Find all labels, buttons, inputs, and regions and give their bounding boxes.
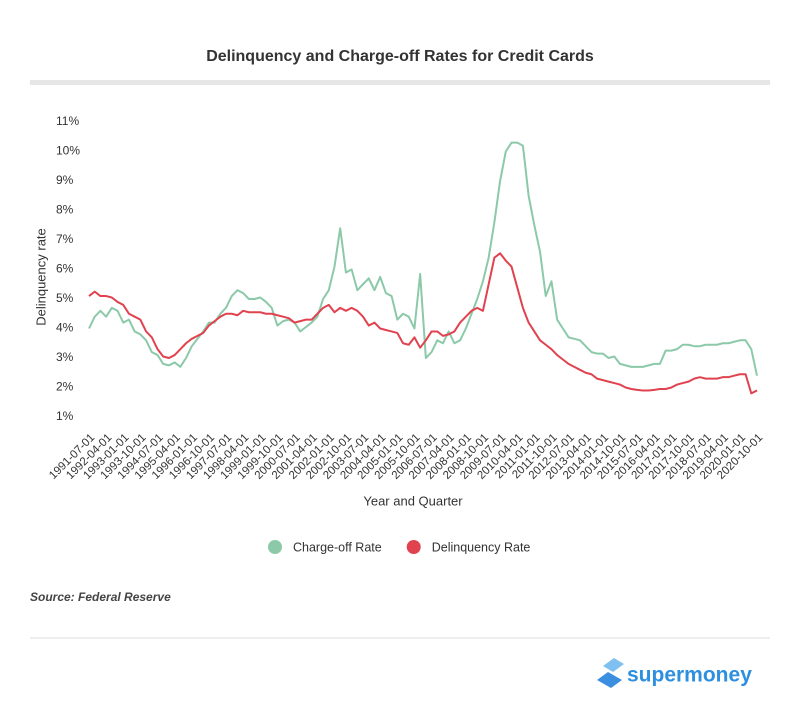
y-tick-label: 4% xyxy=(56,321,74,335)
logo: supermoney xyxy=(597,658,752,688)
source: Source: Federal Reserve xyxy=(30,590,171,604)
y-tick-label: 6% xyxy=(56,262,74,276)
y-tick-label: 9% xyxy=(56,173,74,187)
legend-label: Charge-off Rate xyxy=(293,540,382,554)
y-tick-label: 3% xyxy=(56,350,74,364)
y-axis-title: Delinquency rate xyxy=(33,228,48,326)
y-tick-label: 8% xyxy=(56,203,74,217)
x-axis-title: Year and Quarter xyxy=(363,493,463,508)
title-rule xyxy=(30,80,770,85)
chart-title: Delinquency and Charge-off Rates for Cre… xyxy=(206,48,594,65)
y-tick-label: 11% xyxy=(56,114,79,128)
series-line xyxy=(88,252,758,395)
y-tick-label: 2% xyxy=(56,380,74,394)
legend-label: Delinquency Rate xyxy=(432,540,531,554)
logo-icon xyxy=(603,658,624,672)
legend-swatch xyxy=(406,540,421,554)
y-tick-label: 5% xyxy=(56,291,74,305)
y-tick-label: 10% xyxy=(56,144,80,158)
legend-swatch xyxy=(268,540,282,554)
logo-icon xyxy=(597,672,622,688)
y-tick-label: 7% xyxy=(56,232,74,246)
y-tick-label: 1% xyxy=(56,409,74,423)
brand: supermoney xyxy=(627,664,752,687)
legend: Charge-off Rate Delinquency Rate xyxy=(268,540,530,554)
